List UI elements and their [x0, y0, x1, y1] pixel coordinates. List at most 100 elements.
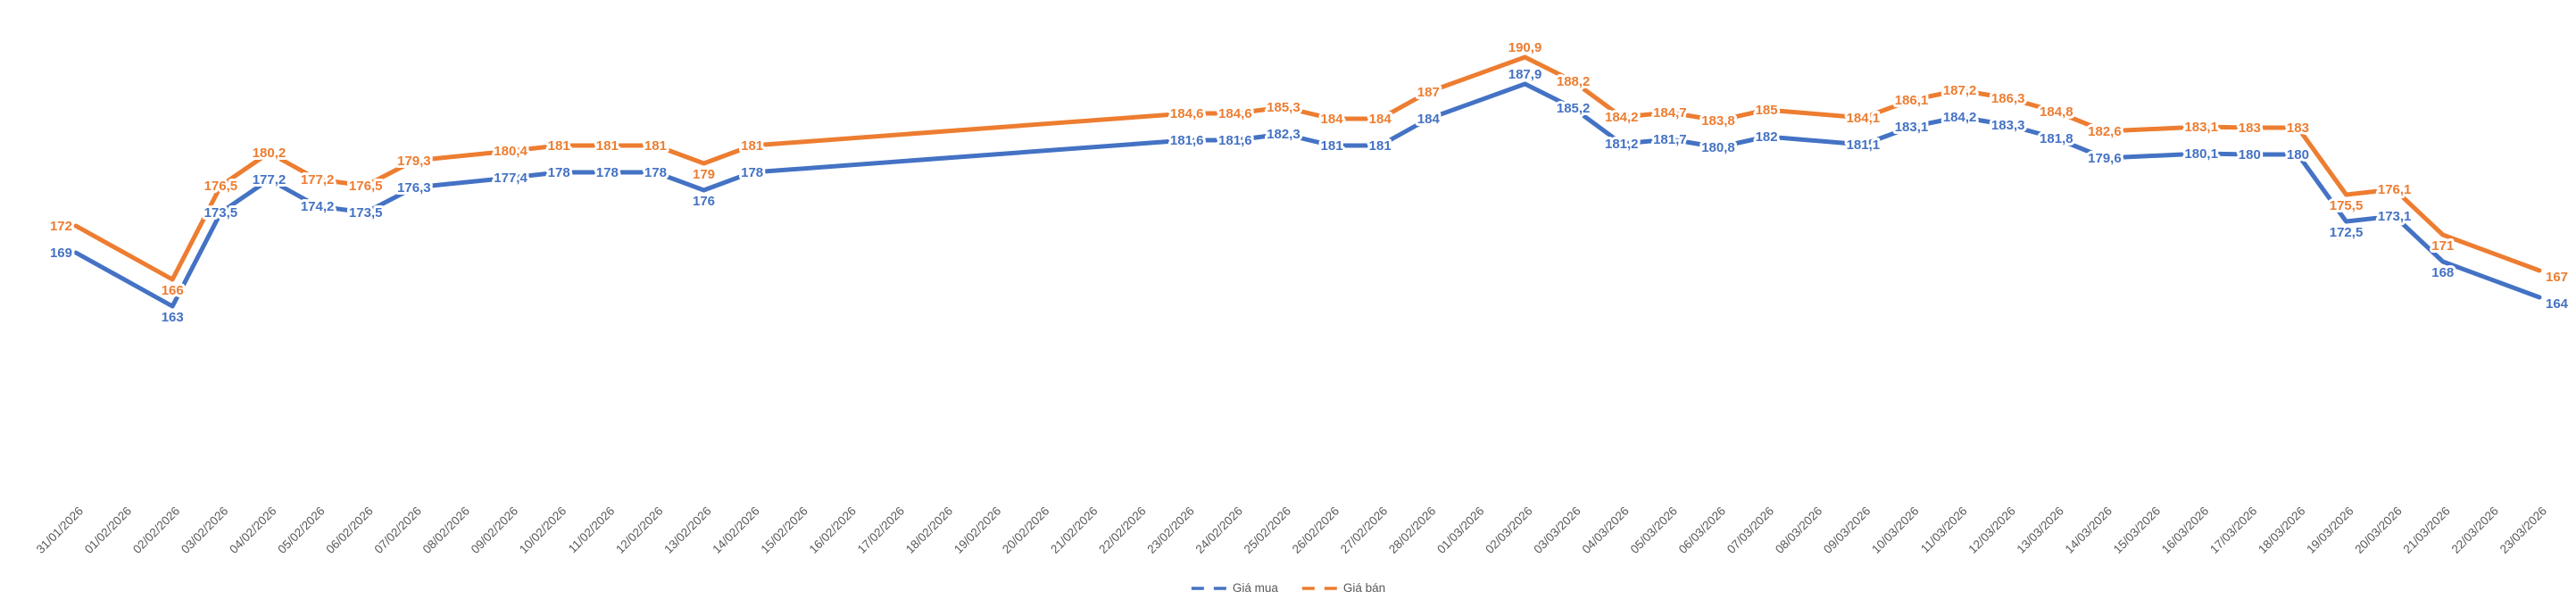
legend-label-gia-mua: Giá mua [1232, 581, 1278, 595]
x-axis-label: 26/02/2026 [1290, 504, 1342, 556]
x-axis-label: 05/03/2026 [1628, 504, 1680, 556]
legend-label-gia-ban: Giá bán [1342, 581, 1386, 595]
x-axis-label: 09/03/2026 [1821, 504, 1873, 556]
x-axis-label: 14/02/2026 [710, 504, 761, 556]
data-label: 178 [741, 165, 763, 180]
x-axis-label: 23/03/2026 [2497, 504, 2549, 556]
data-label: 169 [50, 246, 72, 261]
x-axis-label: 31/01/2026 [34, 504, 86, 556]
data-label: 180,2 [253, 146, 287, 161]
data-label: 180 [2287, 147, 2309, 162]
data-label: 179,6 [2088, 151, 2122, 166]
x-axis-label: 08/03/2026 [1773, 504, 1824, 556]
data-label: 186,1 [1895, 93, 1929, 108]
data-label: 173,5 [349, 205, 383, 221]
x-axis-label: 13/03/2026 [2015, 504, 2066, 556]
data-label: 184,2 [1943, 110, 1977, 125]
data-label: 182,6 [2088, 124, 2122, 139]
data-label: 181,1 [1847, 138, 1881, 153]
x-axis-label: 01/02/2026 [82, 504, 134, 556]
data-label: 184,7 [1653, 105, 1687, 121]
legend-item-gia-mua[interactable]: Giá mua [1191, 581, 1278, 595]
data-label: 174,2 [301, 199, 335, 214]
x-axis-label: 12/03/2026 [1965, 504, 2017, 556]
x-axis-label: 28/02/2026 [1386, 504, 1438, 556]
data-label: 183 [2287, 121, 2309, 136]
data-label: 168 [2431, 265, 2454, 280]
data-label: 167 [2546, 270, 2568, 285]
data-label: 180 [2239, 147, 2261, 162]
x-axis-label: 20/02/2026 [1000, 504, 1051, 556]
x-axis-label: 16/03/2026 [2159, 504, 2211, 556]
data-label: 181,6 [1170, 133, 1204, 148]
data-label: 179 [693, 167, 715, 182]
x-axis-label: 13/02/2026 [661, 504, 713, 556]
x-axis-label: 15/03/2026 [2111, 504, 2163, 556]
data-label: 179,3 [397, 154, 431, 169]
data-label: 176 [693, 194, 715, 209]
data-label: 183,1 [2184, 120, 2218, 135]
data-label: 181,7 [1653, 132, 1687, 147]
data-label: 183,8 [1701, 113, 1735, 129]
data-label: 178 [548, 165, 570, 180]
data-label: 181 [741, 138, 763, 154]
x-axis-label: 02/02/2026 [130, 504, 182, 556]
legend-item-gia-ban[interactable]: Giá bán [1301, 581, 1385, 595]
x-axis-label: 05/02/2026 [275, 504, 327, 556]
data-label: 172 [50, 219, 72, 234]
legend: Giá mua Giá bán [1191, 581, 1385, 595]
data-label: 176,3 [397, 180, 431, 196]
x-axis-label: 04/03/2026 [1579, 504, 1631, 556]
data-label: 180,8 [1701, 140, 1735, 155]
x-axis-label: 01/03/2026 [1434, 504, 1486, 556]
data-label: 185,3 [1267, 100, 1300, 115]
data-label: 166 [162, 283, 184, 298]
x-axis-label: 19/03/2026 [2304, 504, 2356, 556]
x-axis-label: 21/02/2026 [1048, 504, 1100, 556]
data-label: 181 [548, 138, 570, 154]
data-label: 183 [2239, 121, 2261, 136]
gia-mua-line-sample [1191, 586, 1226, 590]
x-axis-label: 24/02/2026 [1193, 504, 1245, 556]
data-label: 181 [1321, 138, 1343, 154]
data-label: 184,6 [1218, 106, 1252, 121]
data-label: 178 [644, 165, 667, 180]
x-axis-label: 08/02/2026 [420, 504, 472, 556]
data-label: 184,8 [2040, 104, 2073, 120]
data-label: 181,2 [1605, 137, 1639, 152]
data-label: 185 [1756, 103, 1778, 118]
x-axis-label: 06/03/2026 [1676, 504, 1728, 556]
data-label: 187 [1417, 85, 1440, 100]
x-axis-label: 12/02/2026 [613, 504, 665, 556]
data-label: 184,2 [1605, 110, 1639, 125]
data-label: 182 [1756, 129, 1778, 145]
data-label: 178 [596, 165, 619, 180]
x-axis-label: 17/03/2026 [2207, 504, 2259, 556]
x-axis-label: 27/02/2026 [1338, 504, 1390, 556]
data-label: 176,1 [2378, 182, 2412, 197]
data-label: 176,5 [204, 179, 238, 194]
x-axis-label: 11/02/2026 [566, 504, 618, 556]
x-axis-label: 03/03/2026 [1531, 504, 1583, 556]
data-label: 177,2 [253, 172, 287, 188]
x-axis-label: 23/02/2026 [1144, 504, 1196, 556]
data-label: 177,2 [301, 172, 335, 188]
data-label: 184,1 [1847, 111, 1881, 126]
x-axis-label: 20/03/2026 [2352, 504, 2404, 556]
x-axis-label: 18/03/2026 [2256, 504, 2307, 556]
x-axis-label: 09/02/2026 [469, 504, 520, 556]
x-axis-label: 07/02/2026 [372, 504, 424, 556]
x-axis-label: 22/03/2026 [2449, 504, 2501, 556]
data-label: 164 [2546, 296, 2569, 312]
gia-ban-line-sample [1301, 586, 1337, 590]
data-label: 180,4 [494, 144, 528, 159]
data-label: 186,3 [1991, 91, 2025, 106]
x-axis-label: 18/02/2026 [903, 504, 955, 556]
x-axis-label: 17/02/2026 [855, 504, 907, 556]
data-label: 184 [1417, 112, 1441, 127]
series-line-gia-mua [73, 81, 2542, 309]
data-label: 181 [596, 138, 619, 154]
data-label: 188,2 [1557, 74, 1591, 89]
data-label: 173,5 [204, 205, 238, 221]
x-axis-label: 15/02/2026 [758, 504, 810, 556]
